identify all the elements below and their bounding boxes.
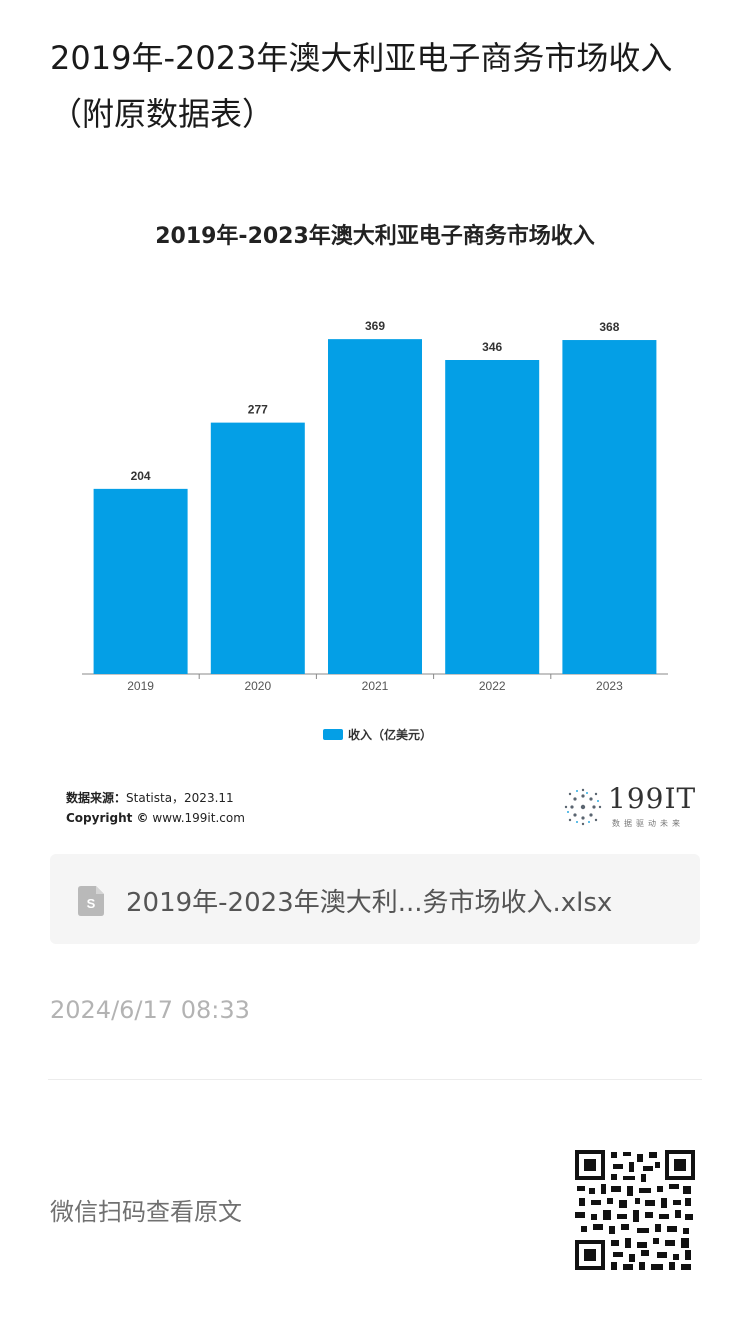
chart-image: 2019年-2023年澳大利亚电子商务市场收入 204 2019 277 2020 36…	[50, 190, 700, 840]
legend-swatch	[323, 729, 343, 740]
brand-logo: 199IT 数据驱动未来	[560, 782, 695, 832]
divider	[48, 1079, 702, 1080]
data-label-2020: 277	[248, 403, 268, 417]
bar-2023	[562, 340, 657, 674]
svg-text:S: S	[87, 896, 96, 911]
logo-subtext: 数据驱动未来	[612, 819, 684, 828]
x-tick-label-2022: 2022	[479, 679, 506, 693]
x-tick-label-2020: 2020	[244, 679, 271, 693]
bar-chart: 204 2019 277 2020 369 2021 346 2022 368 2023 收入（亿美…	[82, 319, 668, 742]
qr-code-icon[interactable]	[575, 1150, 695, 1270]
data-label-2023: 368	[599, 320, 619, 334]
x-tick-label-2023: 2023	[596, 679, 623, 693]
file-name: 2019年-2023年澳大利...务市场收入.xlsx	[126, 888, 613, 918]
x-tick-label-2021: 2021	[362, 679, 389, 693]
data-label-2021: 369	[365, 319, 385, 333]
attachment-file-card[interactable]: S 2019年-2023年澳大利...务市场收入.xlsx	[50, 854, 700, 944]
bar-2022	[445, 360, 540, 674]
source-label: 数据来源：	[66, 791, 127, 805]
legend-label: 收入（亿美元）	[348, 727, 432, 742]
bar-2020	[210, 422, 305, 674]
chart-source: 数据来源：Statista，2023.11 Copyright © www.19…	[66, 788, 245, 828]
spreadsheet-file-icon: S	[78, 886, 104, 916]
data-label-2022: 346	[482, 340, 502, 354]
data-label-2019: 204	[131, 469, 151, 483]
x-tick-label-2019: 2019	[127, 679, 154, 693]
scan-qr-hint: 微信扫码查看原文	[50, 1198, 242, 1226]
source-value: Statista，2023.11	[126, 791, 234, 805]
copyright-value: www.199it.com	[152, 811, 245, 825]
bar-2021	[328, 339, 422, 674]
publish-timestamp: 2024/6/17 08:33	[50, 996, 250, 1024]
bar-2019	[93, 488, 188, 674]
logo-text: 199IT	[608, 782, 697, 815]
chart-title: 2019年-2023年澳大利亚电子商务市场收入	[155, 224, 595, 249]
logo-dandelion-icon	[564, 788, 602, 826]
page-title: 2019年-2023年澳大利亚电子商务市场收入（附原数据表）	[50, 39, 673, 133]
copyright-label: Copyright ©	[66, 811, 149, 825]
